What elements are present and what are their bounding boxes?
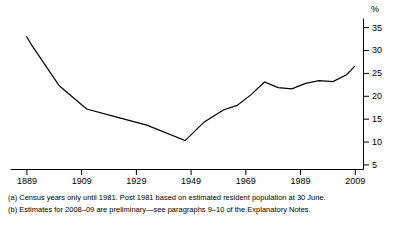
x-tick-mark (355, 169, 356, 175)
x-tick-label: 1949 (181, 176, 201, 186)
plot: 1889 1909 1929 1949 1969 1989 2009 5 10 15 20 25 30 3… (11, 19, 383, 187)
y-axis-label: % (371, 4, 379, 14)
y-tick-mark (363, 27, 369, 28)
x-tick-mark (81, 169, 82, 175)
x-tick-label: 1969 (236, 176, 256, 186)
y-tick: 10 (363, 137, 382, 147)
y-axis-line (363, 19, 364, 170)
y-tick-label: 5 (372, 160, 377, 170)
x-axis: 1889 1909 1929 1949 1969 1989 2009 (11, 169, 366, 186)
x-tick-label: 1929 (126, 176, 146, 186)
footnote: (a) Census years only until 1981. Post 1… (8, 193, 326, 202)
x-tick-label: 1909 (72, 176, 92, 186)
y-tick-mark (363, 73, 369, 74)
x-tick: 1909 (72, 169, 92, 186)
y-tick: 30 (363, 45, 382, 55)
marks (26, 36, 354, 140)
x-tick-label: 2009 (345, 176, 365, 186)
chart: 1889 1909 1929 1949 1969 1989 2009 5 10 15 20 25 30 3… (0, 0, 397, 227)
y-tick-label: 35 (372, 23, 382, 33)
x-tick-label: 1889 (17, 176, 37, 186)
line (26, 36, 354, 140)
x-tick-mark (191, 169, 192, 175)
footnote: (b) Estimates for 2008–09 are preliminar… (8, 205, 311, 214)
x-tick: 2009 (345, 169, 365, 186)
y-tick-mark (363, 164, 369, 165)
y-tick: 5 (363, 160, 377, 170)
y-tick-label: 25 (372, 68, 382, 78)
x-tick-mark (26, 169, 27, 175)
x-tick: 1929 (126, 169, 146, 186)
y-tick-label: 10 (372, 137, 382, 147)
y-tick-mark (363, 119, 369, 120)
y-tick-mark (363, 50, 369, 51)
y-tick-label: 20 (372, 91, 382, 101)
y-tick: 20 (363, 91, 382, 101)
x-axis-line (11, 169, 364, 170)
x-tick-mark (136, 169, 137, 175)
y-tick-label: 30 (372, 45, 382, 55)
y-tick-label: 15 (372, 114, 382, 124)
x-tick-mark (300, 169, 301, 175)
y-tick-mark (363, 96, 369, 97)
y-axis: 5 10 15 20 25 30 35 (363, 19, 382, 170)
x-tick-label: 1989 (291, 176, 311, 186)
x-tick: 1889 (17, 169, 37, 186)
x-tick: 1989 (291, 169, 311, 186)
x-tick: 1949 (181, 169, 201, 186)
y-tick: 35 (363, 23, 382, 33)
y-tick: 15 (363, 114, 382, 124)
y-tick: 25 (363, 68, 382, 78)
y-tick-mark (363, 142, 369, 143)
x-tick: 1969 (236, 169, 256, 186)
x-tick-mark (245, 169, 246, 175)
